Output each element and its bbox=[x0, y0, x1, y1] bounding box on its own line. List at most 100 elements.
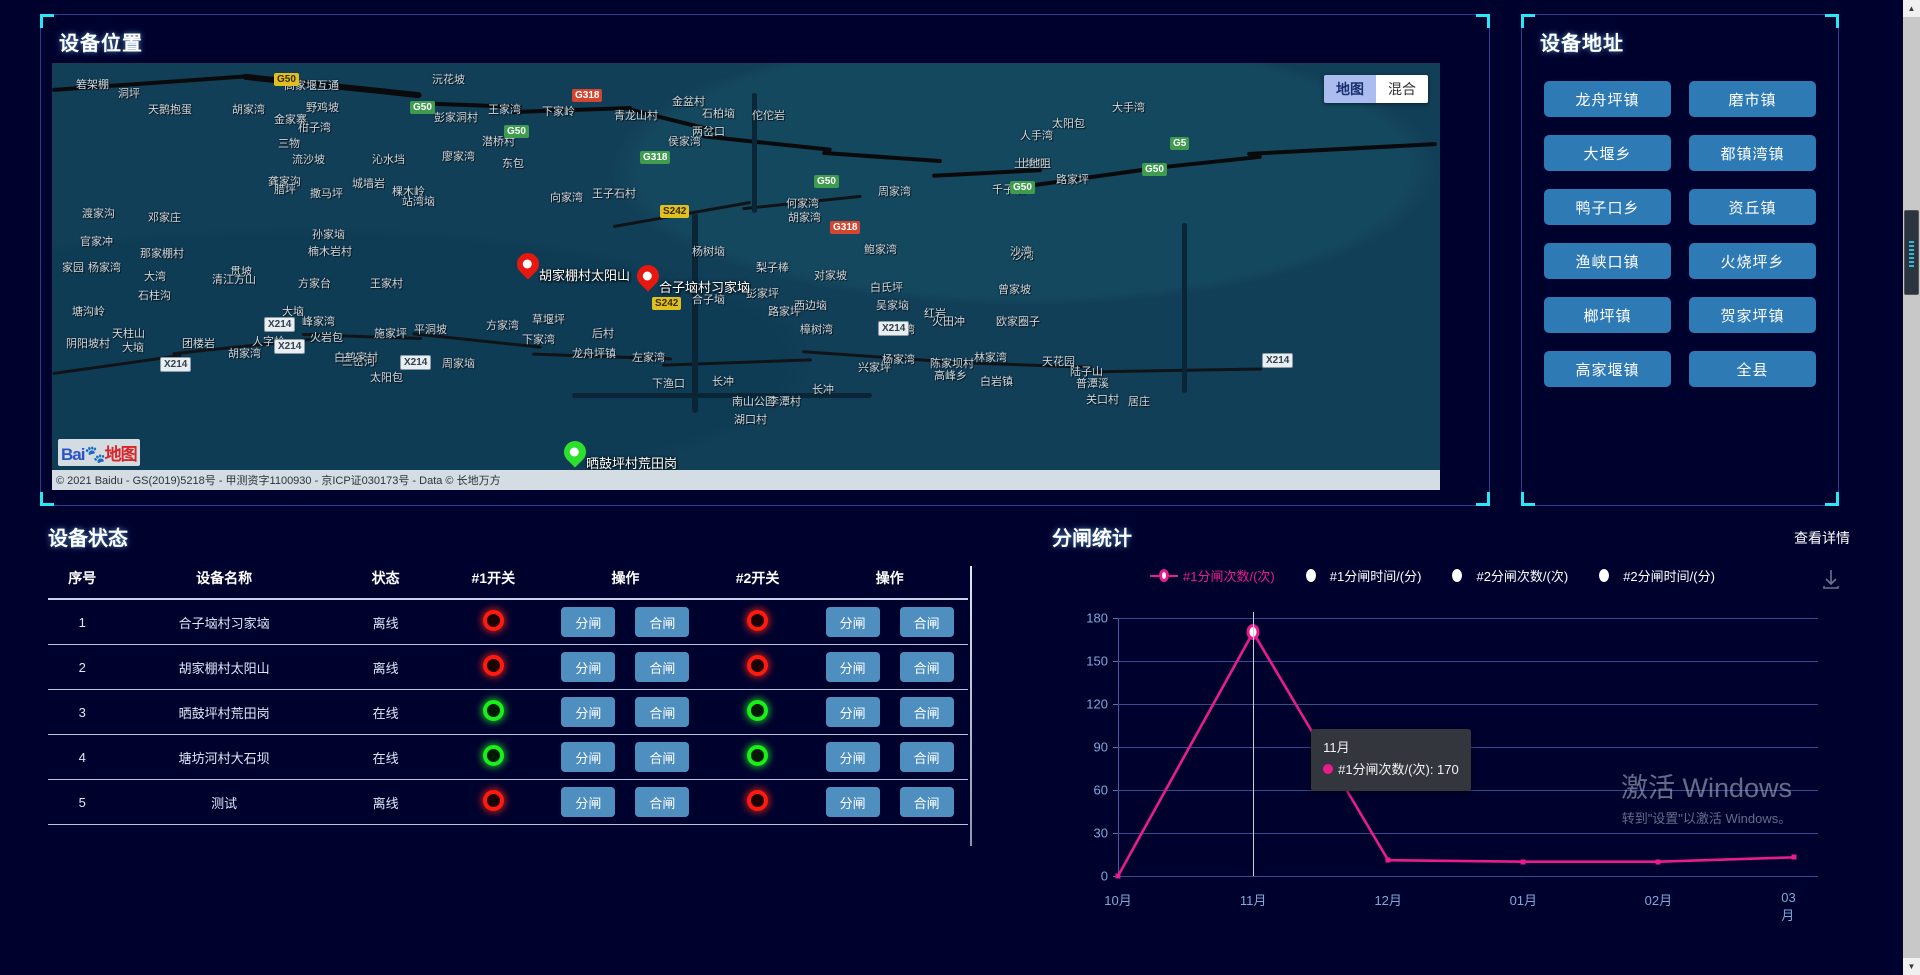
chart-data-point-2[interactable] bbox=[1385, 857, 1391, 863]
corner-bracket-top-right bbox=[1825, 14, 1839, 28]
map-place-label: 青龙山村 bbox=[614, 110, 658, 122]
map-place-label: 箬架棚 bbox=[76, 79, 109, 91]
map-place-label: 官家冲 bbox=[80, 236, 113, 248]
view-details-link[interactable]: 查看详情 bbox=[1794, 530, 1850, 546]
switch1-open-button[interactable]: 分闸 bbox=[561, 697, 616, 727]
chart-legend[interactable]: #1分闸次数/(次) #1分闸时间/(分) #2分闸次数/(次) #2分闸时间/(分) bbox=[1150, 566, 1715, 585]
switch2-operation-cell: 分闸 合闸 bbox=[811, 689, 968, 735]
scroll-up-arrow-icon[interactable]: ▲ bbox=[1907, 4, 1916, 13]
legend-item-2[interactable]: #2分闸次数/(次) bbox=[1443, 566, 1568, 585]
chart-data-point-0[interactable] bbox=[1115, 873, 1121, 879]
chart-data-point-4[interactable] bbox=[1655, 859, 1661, 865]
address-button-2[interactable]: 大堰乡 bbox=[1544, 135, 1671, 171]
switch1-close-button[interactable]: 合闸 bbox=[635, 787, 690, 817]
address-button-4[interactable]: 鸭子口乡 bbox=[1544, 189, 1671, 225]
address-button-6[interactable]: 渔峡口镇 bbox=[1544, 243, 1671, 279]
map-marker[interactable]: 胡家棚村太阳山 bbox=[512, 248, 630, 283]
map-place-label: 施家坪 bbox=[374, 328, 407, 340]
chart-tooltip: 11月 #1分闸次数/(次): 170 bbox=[1311, 729, 1471, 792]
address-button-10[interactable]: 高家堰镇 bbox=[1544, 351, 1671, 387]
map-place-label: 梨子棒 bbox=[756, 262, 789, 274]
map-marker[interactable]: 晒鼓坪村荒田岗 bbox=[559, 436, 677, 471]
switch1-close-button[interactable]: 合闸 bbox=[635, 652, 690, 682]
switch2-close-button[interactable]: 合闸 bbox=[899, 697, 954, 727]
switch1-close-button[interactable]: 合闸 bbox=[635, 697, 690, 727]
chart-plot-area[interactable]: 0 30 60 90 120 150 180 10月 11月 12月 01月 02月 03月 11月 #1分… bbox=[1086, 611, 1818, 923]
online-lamp-icon bbox=[747, 745, 769, 766]
table-scrollbar[interactable] bbox=[970, 566, 972, 846]
address-button-0[interactable]: 龙舟坪镇 bbox=[1544, 81, 1671, 117]
switch2-close-button[interactable]: 合闸 bbox=[899, 787, 954, 817]
map-place-label: 周家垴 bbox=[442, 358, 475, 370]
offline-lamp-icon bbox=[482, 655, 504, 676]
switch2-open-button[interactable]: 分闸 bbox=[825, 787, 880, 817]
map-route-shield: X214 bbox=[400, 355, 432, 370]
legend-line-right bbox=[1609, 575, 1618, 577]
map-place-label: 楠木岩村 bbox=[308, 246, 352, 258]
switch2-close-button[interactable]: 合闸 bbox=[899, 607, 954, 637]
map-type-map[interactable]: 地图 bbox=[1324, 75, 1376, 103]
map-marker[interactable]: 合子垴村习家垴 bbox=[632, 260, 750, 295]
switch1-open-button[interactable]: 分闸 bbox=[561, 787, 616, 817]
switch2-open-button[interactable]: 分闸 bbox=[825, 697, 880, 727]
map-place-label: 撒马坪 bbox=[310, 188, 343, 200]
row-index: 1 bbox=[48, 599, 117, 645]
map-place-label: 廖家湾 bbox=[442, 151, 475, 163]
online-lamp-icon bbox=[482, 745, 504, 766]
switch2-open-button[interactable]: 分闸 bbox=[825, 742, 880, 772]
switch2-lamp-cell bbox=[703, 689, 812, 735]
map-place-label: 清江方山 bbox=[212, 274, 256, 286]
map-place-label: 李潭村 bbox=[768, 396, 801, 408]
address-button-9[interactable]: 贺家坪镇 bbox=[1689, 297, 1816, 333]
scrollbar-track[interactable] bbox=[1903, 17, 1920, 958]
address-button-3[interactable]: 都镇湾镇 bbox=[1689, 135, 1816, 171]
baidu-logo[interactable]: Bai🐾地图 bbox=[58, 439, 140, 466]
map-place-label: 两岔口 bbox=[692, 126, 725, 138]
map-type-switch[interactable]: 地图 混合 bbox=[1324, 75, 1428, 103]
map-place-label: 贯坡 bbox=[230, 266, 252, 278]
row-index: 2 bbox=[48, 644, 117, 690]
address-button-11[interactable]: 全县 bbox=[1689, 351, 1816, 387]
map-place-label: 对家坡 bbox=[814, 270, 847, 282]
page-scrollbar[interactable]: ▲ ▼ bbox=[1903, 0, 1920, 975]
switch2-close-button[interactable]: 合闸 bbox=[899, 742, 954, 772]
switch2-open-button[interactable]: 分闸 bbox=[825, 607, 880, 637]
legend-item-3[interactable]: #2分闸时间/(分) bbox=[1590, 566, 1715, 585]
scrollbar-thumb[interactable] bbox=[1904, 210, 1919, 295]
address-button-1[interactable]: 磨市镇 bbox=[1689, 81, 1816, 117]
legend-item-1[interactable]: #1分闸时间/(分) bbox=[1297, 566, 1421, 585]
switch1-open-button[interactable]: 分闸 bbox=[561, 742, 616, 772]
address-button-7[interactable]: 火烧坪乡 bbox=[1689, 243, 1816, 279]
chart-data-point-5[interactable] bbox=[1791, 854, 1796, 860]
switch1-close-button[interactable]: 合闸 bbox=[635, 607, 690, 637]
chart-data-point-3[interactable] bbox=[1520, 859, 1526, 865]
switch2-close-button[interactable]: 合闸 bbox=[899, 652, 954, 682]
map-place-label: 龙舟坪镇 bbox=[572, 348, 616, 360]
offline-lamp-icon bbox=[482, 610, 504, 631]
chart-x-tick-label: 01月 bbox=[1509, 893, 1538, 908]
corner-bracket-bottom-left bbox=[1521, 492, 1535, 506]
map-type-hybrid[interactable]: 混合 bbox=[1376, 75, 1428, 103]
legend-item-0[interactable]: #1分闸次数/(次) bbox=[1150, 566, 1275, 585]
row-index: 3 bbox=[48, 689, 117, 735]
breaker-stats-chart[interactable]: #1分闸次数/(次) #1分闸时间/(分) #2分闸次数/(次) #2分闸时间/(分)… bbox=[1040, 556, 1860, 956]
legend-symbol bbox=[1443, 569, 1471, 582]
switch2-open-button[interactable]: 分闸 bbox=[825, 652, 880, 682]
map-place-label: 城墙岩 bbox=[352, 178, 385, 190]
address-button-8[interactable]: 榔坪镇 bbox=[1544, 297, 1671, 333]
table-row: 5 测试 离线 分闸 合闸 分闸 合闸 bbox=[48, 779, 968, 825]
device-status-table: 序号 设备名称 状态 #1开关 操作 #2开关 操作 1 合子垴村习家垴 离线 分闸 合闸 分闸 合闸 2… bbox=[48, 562, 968, 825]
chart-y-tick-mark bbox=[1113, 618, 1118, 619]
switch1-open-button[interactable]: 分闸 bbox=[561, 652, 616, 682]
map-route-shield: S242 bbox=[652, 297, 682, 310]
map-route-shield: S242 bbox=[660, 205, 690, 218]
switch1-open-button[interactable]: 分闸 bbox=[561, 607, 616, 637]
baidu-map[interactable]: 箬架棚 洞坪 天鹅抱蛋 胡家湾 野鸡坡 柑子湾 金家寨 彭家洞村 王家湾 下家岭 三物 流沙坡 沁水垱廖… bbox=[52, 63, 1440, 490]
download-icon[interactable] bbox=[1820, 568, 1842, 595]
switch1-close-button[interactable]: 合闸 bbox=[635, 742, 690, 772]
row-index: 4 bbox=[48, 734, 117, 780]
scroll-down-arrow-icon[interactable]: ▼ bbox=[1907, 962, 1916, 971]
switch1-operation-cell: 分闸 合闸 bbox=[547, 734, 704, 780]
address-button-5[interactable]: 资丘镇 bbox=[1689, 189, 1816, 225]
map-place-label: 天花园 bbox=[1042, 356, 1075, 368]
